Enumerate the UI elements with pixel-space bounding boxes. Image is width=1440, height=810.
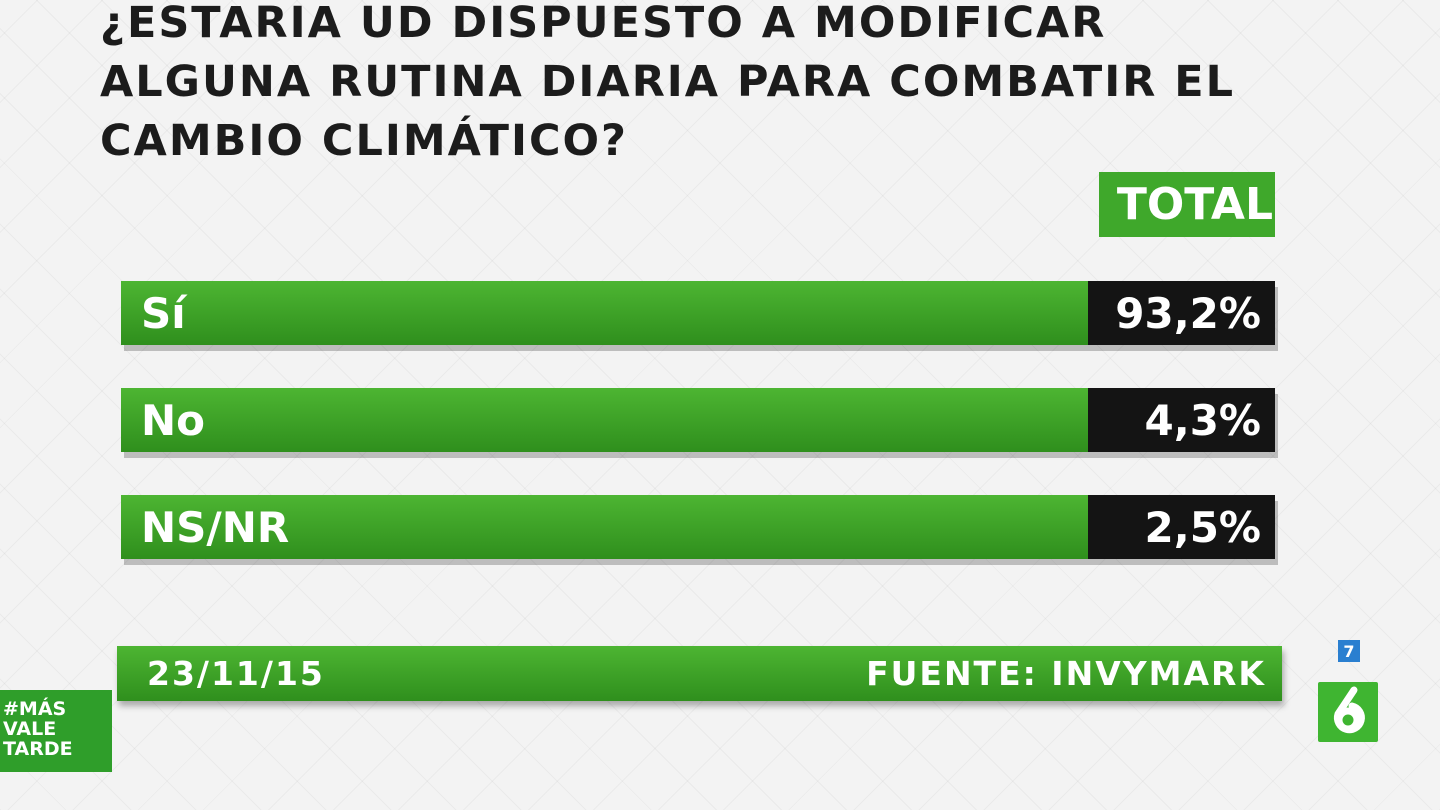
value-label-1: 4,3% xyxy=(1145,396,1261,445)
footer-source: FUENTE: INVYMARK xyxy=(866,654,1266,693)
hashtag-line-3: TARDE xyxy=(3,738,73,760)
hashtag-line-2: VALE xyxy=(3,718,57,740)
bar-2 xyxy=(121,495,1088,559)
hashtag-logo: #MÁS VALE TARDE xyxy=(0,690,112,772)
value-box-2 xyxy=(1088,495,1275,559)
category-label-0: Sí xyxy=(141,289,188,338)
bar-row-2: NS/NR 2,5% xyxy=(121,495,1278,565)
value-box-1 xyxy=(1088,388,1275,452)
column-header-total: TOTAL xyxy=(1099,172,1275,237)
footer-bar: 23/11/15 FUENTE: INVYMARK xyxy=(117,646,1282,701)
value-label-0: 93,2% xyxy=(1115,289,1261,338)
la6-logo-icon xyxy=(1318,682,1378,742)
value-box-0 xyxy=(1088,281,1275,345)
value-label-2: 2,5% xyxy=(1145,503,1261,552)
category-label-1: No xyxy=(141,396,205,445)
bar-0 xyxy=(121,281,1088,345)
category-label-2: NS/NR xyxy=(141,503,289,552)
hashtag-line-1: #MÁS xyxy=(3,698,67,720)
chart-title: ¿ESTARIA UD DISPUESTO A MODIFICAR ALGUNA… xyxy=(100,0,1236,166)
bar-1 xyxy=(121,388,1088,452)
bar-row-1: No 4,3% xyxy=(121,388,1278,458)
bar-row-0: Sí 93,2% xyxy=(121,281,1278,351)
channel-badge: 7 xyxy=(1338,640,1360,662)
footer-date: 23/11/15 xyxy=(147,654,325,693)
